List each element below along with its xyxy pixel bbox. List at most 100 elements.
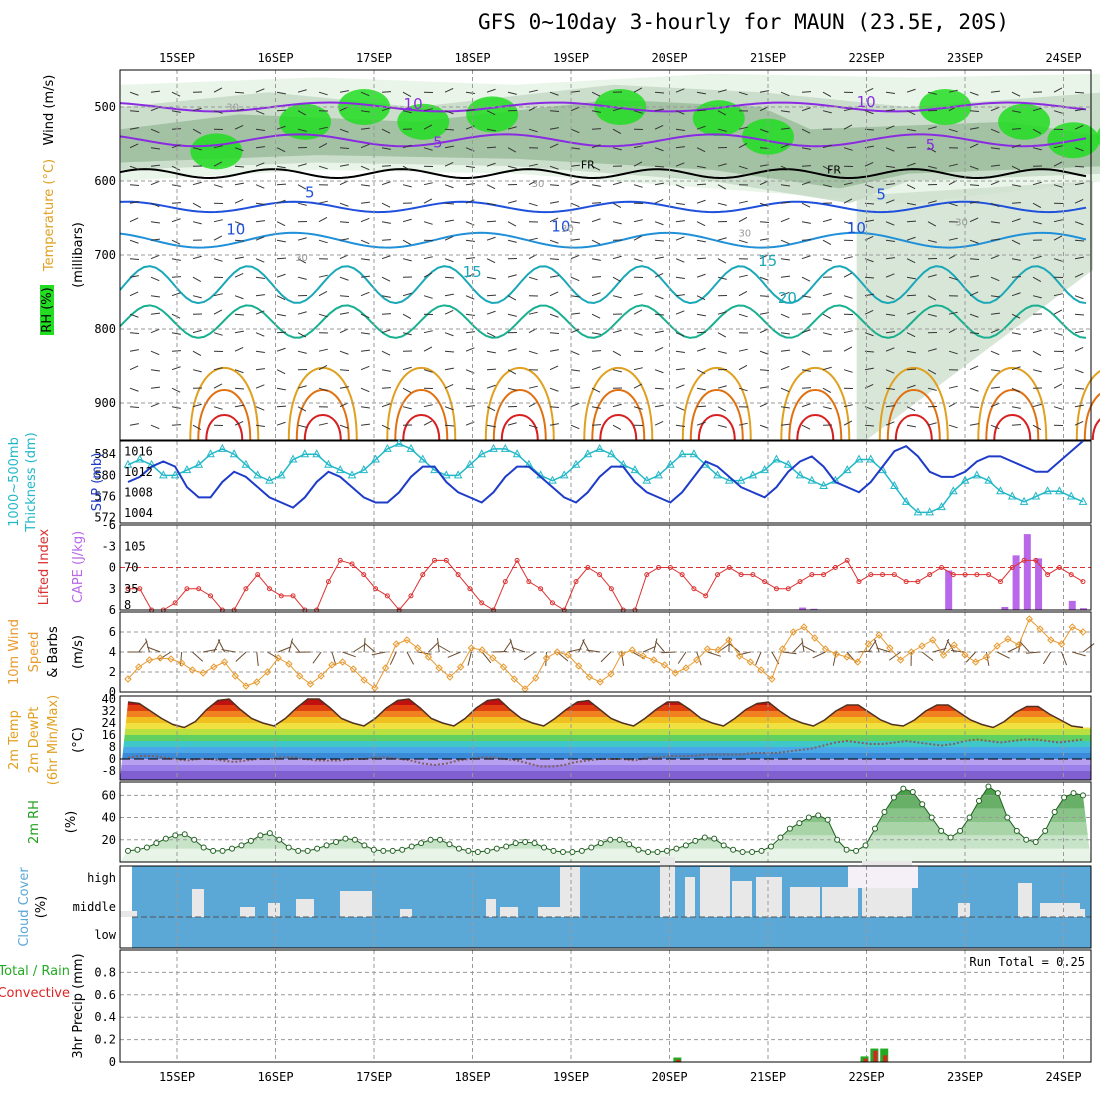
wind-barb — [318, 313, 328, 318]
wind-barb — [129, 110, 140, 112]
wind-barb — [780, 349, 790, 352]
wind-barb — [654, 346, 664, 352]
wind-barb — [633, 332, 643, 336]
lifted-index-point — [408, 593, 414, 599]
thickness-point — [1066, 491, 1076, 500]
wind-barb — [528, 350, 538, 355]
wind-barb — [297, 110, 307, 116]
wind-barb — [549, 313, 559, 318]
wind-speed-point — [821, 645, 830, 653]
wind-barb — [885, 165, 895, 168]
rh2m-point — [370, 846, 377, 853]
wind-barb — [192, 350, 202, 357]
rh-tick-label: 40 — [102, 811, 116, 825]
wind-speed-point — [671, 669, 679, 677]
lifted-index-point — [1080, 579, 1086, 585]
wind-speed-point — [188, 666, 197, 674]
wind-barb — [969, 201, 979, 204]
wind-barb — [465, 257, 475, 260]
wind-barb — [675, 162, 685, 167]
wind-barb — [437, 644, 451, 653]
wind-barb — [990, 276, 1000, 282]
wind-barb — [129, 349, 139, 352]
wind-barb — [381, 387, 392, 389]
wind-barb — [486, 88, 496, 93]
wind-barb — [738, 387, 748, 392]
precip-tick-label: 0.8 — [94, 965, 116, 979]
bottom-date-label: 18SEP — [454, 1070, 490, 1084]
wind-speed-point — [725, 636, 733, 644]
wind-barb — [759, 106, 769, 112]
thickness-point — [689, 449, 699, 458]
wind-barb — [507, 313, 517, 317]
contour-label: 5 — [876, 186, 886, 204]
lifted-index-point — [927, 572, 933, 578]
cloud-block — [268, 903, 280, 917]
wind-barb — [612, 329, 622, 334]
wind-barb — [780, 332, 790, 335]
wind-barb — [213, 258, 223, 262]
wind-barb — [654, 387, 665, 390]
cloud-block — [1040, 903, 1080, 917]
wind-barb — [738, 422, 748, 426]
lifted-index-axis-label: Lifted Index — [37, 528, 52, 605]
wind-barb — [675, 294, 685, 297]
rh2m-point — [938, 827, 945, 834]
wind-barb — [423, 420, 433, 426]
thickness-point — [371, 454, 380, 463]
thickness-point — [713, 470, 722, 479]
wind-speed-point — [886, 644, 894, 652]
wind-barb — [696, 295, 706, 301]
wind-speed-point — [349, 665, 358, 673]
wind-barb — [1032, 403, 1042, 408]
lifted-index-point — [679, 572, 685, 578]
li-tick-label: 3 — [109, 582, 116, 596]
wind-barb — [654, 239, 665, 242]
rh2m-point — [1080, 792, 1086, 799]
wind-barb — [948, 385, 958, 389]
wind-barb — [586, 649, 601, 653]
wind-barb — [171, 387, 181, 393]
rh2m-point — [635, 846, 642, 853]
thickness-point — [300, 449, 310, 458]
wind-barb — [675, 220, 685, 223]
cloud-block — [685, 877, 695, 917]
wind-barb — [549, 91, 559, 96]
wind-barb — [150, 180, 160, 186]
lifted-index-point — [420, 572, 426, 578]
rh-color-band — [120, 848, 1091, 862]
contour-label: 5 — [433, 134, 443, 152]
wind-barb — [738, 291, 748, 297]
wind-barb — [255, 184, 265, 189]
wind-barb — [234, 387, 245, 390]
wind-barb — [444, 383, 454, 389]
diurnal-isotherm — [386, 367, 457, 441]
top-date-label: 21SEP — [750, 51, 786, 65]
lifted-index-point — [455, 572, 461, 578]
lifted-index-point — [538, 586, 544, 592]
wind-barb — [864, 332, 874, 337]
rh2m-point — [333, 839, 340, 845]
wind-speed-point — [564, 651, 572, 659]
wind-barb — [255, 88, 265, 93]
rh2m-point — [295, 847, 302, 854]
rh-legend-swatch — [40, 285, 54, 335]
wind-barb — [1074, 313, 1085, 316]
wind-barb — [1032, 424, 1042, 431]
rh-axis-label: RH (%) — [40, 287, 55, 332]
wind-speed-point — [177, 659, 186, 667]
wind-barb — [759, 276, 769, 281]
wind-barb — [339, 164, 349, 167]
wind-barb — [234, 330, 244, 334]
lifted-index-point — [832, 565, 838, 570]
rh2m-point — [437, 836, 444, 843]
wind-barb — [402, 218, 412, 223]
wind-barb — [444, 424, 455, 427]
lifted-index-point — [549, 600, 555, 606]
cloud-tick-label: low — [94, 928, 116, 942]
wind-barb — [946, 639, 955, 653]
wind-barb — [654, 147, 664, 152]
wind-barb — [696, 421, 706, 426]
wind-barb — [969, 406, 980, 408]
wind-barb — [402, 239, 412, 246]
